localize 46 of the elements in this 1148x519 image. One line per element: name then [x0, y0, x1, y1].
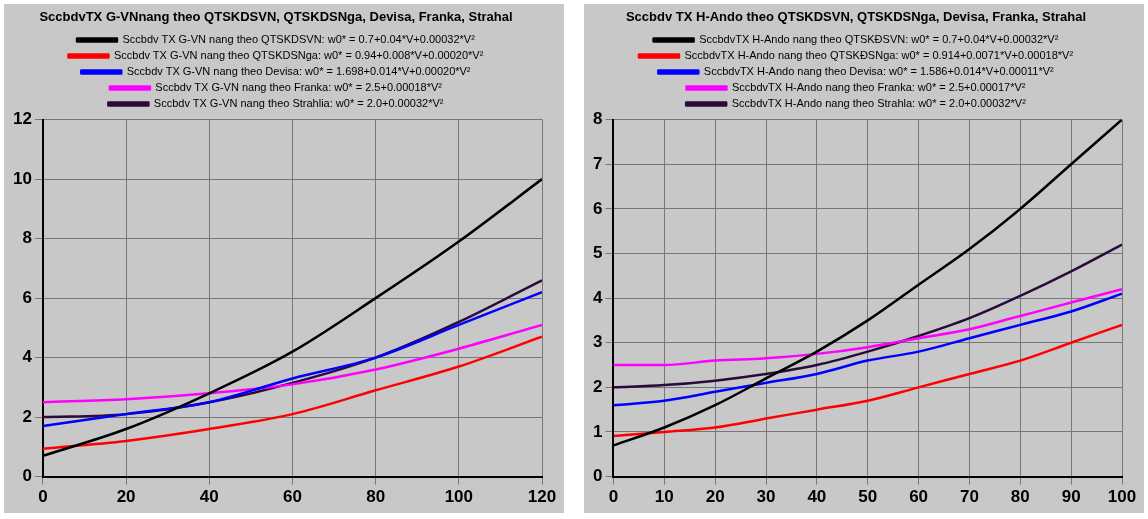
y-tick-label: 8: [22, 228, 32, 248]
y-tick-label: 7: [592, 153, 603, 173]
x-tick-label: 120: [527, 487, 557, 507]
legend-label: Sccbdv TX G-VN nang theo Franka: w0* = 2.5+0.00018*V²: [155, 81, 443, 94]
y-tick-label: 10: [12, 168, 32, 188]
legend-label: SccbdvTX H-Ando nang theo Franka: w0* = 2.5+0.00017*V²: [731, 81, 1026, 94]
legend-label: SccbdvTX H-Ando nang theo Devisa: w0* = 1.586+0.014*V+0.00011*V²: [703, 65, 1055, 78]
y-tick-label: 6: [22, 287, 32, 307]
y-tick-label: 4: [592, 287, 603, 307]
x-tick-label: 90: [1061, 487, 1081, 507]
x-tick-label: 60: [909, 487, 929, 507]
y-tick-label: 3: [592, 332, 603, 352]
x-tick-label: 10: [654, 487, 674, 507]
y-tick-label: 0: [592, 466, 603, 486]
y-tick-label: 2: [592, 377, 603, 397]
y-tick-label: 2: [22, 406, 32, 426]
legend-label: SccbdvTX H-Ando nang theo QTSKĐSVN: w0* = 0.7+0.04*V+0.00032*V²: [699, 33, 1059, 46]
y-tick-label: 0: [22, 466, 32, 486]
y-tick-label: 6: [592, 198, 603, 218]
legend-label: Sccbdv TX G-VN nang theo Strahlia: w0* = 2.0+0.00032*V²: [153, 97, 444, 110]
y-tick-label: 12: [12, 109, 32, 129]
y-tick-label: 1: [592, 421, 603, 441]
chart-title: Sccbdv TX H-Ando theo QTSKDSVN, QTSKDSNga, Devisa, Franka, Strahal: [625, 9, 1087, 25]
x-tick-label: 80: [366, 487, 386, 507]
legend-label: Sccbdv TX G-VN nang theo QTSKDSVN: w0* = 0.7+0.04*V+0.00032*V²: [122, 33, 476, 46]
x-tick-label: 80: [1010, 487, 1030, 507]
x-tick-label: 70: [959, 487, 979, 507]
x-tick-label: 0: [608, 487, 619, 507]
x-tick-label: 0: [38, 487, 48, 507]
legend-label: SccbdvTX H-Ando nang theo QTSKĐSNga: w0* = 0.914+0.0071*V+0.00018*V²: [684, 49, 1074, 62]
x-tick-label: 50: [858, 487, 878, 507]
y-tick-label: 4: [22, 347, 33, 367]
chart-title: SccbdvTX G-VNnang theo QTSKDSVN, QTSKDSNga, Devisa, Franka, Strahal: [39, 9, 513, 25]
legend-label: Sccbdv TX G-VN nang theo QTSKDSNga: w0* = 0.94+0.008*V+0.00020*V²: [113, 49, 484, 62]
x-tick-label: 100: [1107, 487, 1137, 507]
x-tick-label: 20: [705, 487, 725, 507]
x-tick-label: 40: [199, 487, 219, 507]
legend-label: Sccbdv TX G-VN nang theo Devisa: w0* = 1.698+0.014*V+0.00020*V²: [126, 65, 471, 78]
y-tick-label: 8: [592, 109, 603, 129]
x-tick-label: 100: [444, 487, 474, 507]
y-tick-label: 5: [592, 243, 603, 263]
x-tick-label: 60: [282, 487, 302, 507]
legend-label: SccbdvTX H-Ando nang theo Strahla: w0* = 2.0+0.00032*V²: [731, 97, 1027, 110]
x-tick-label: 40: [807, 487, 827, 507]
x-tick-label: 30: [756, 487, 776, 507]
x-tick-label: 20: [116, 487, 136, 507]
